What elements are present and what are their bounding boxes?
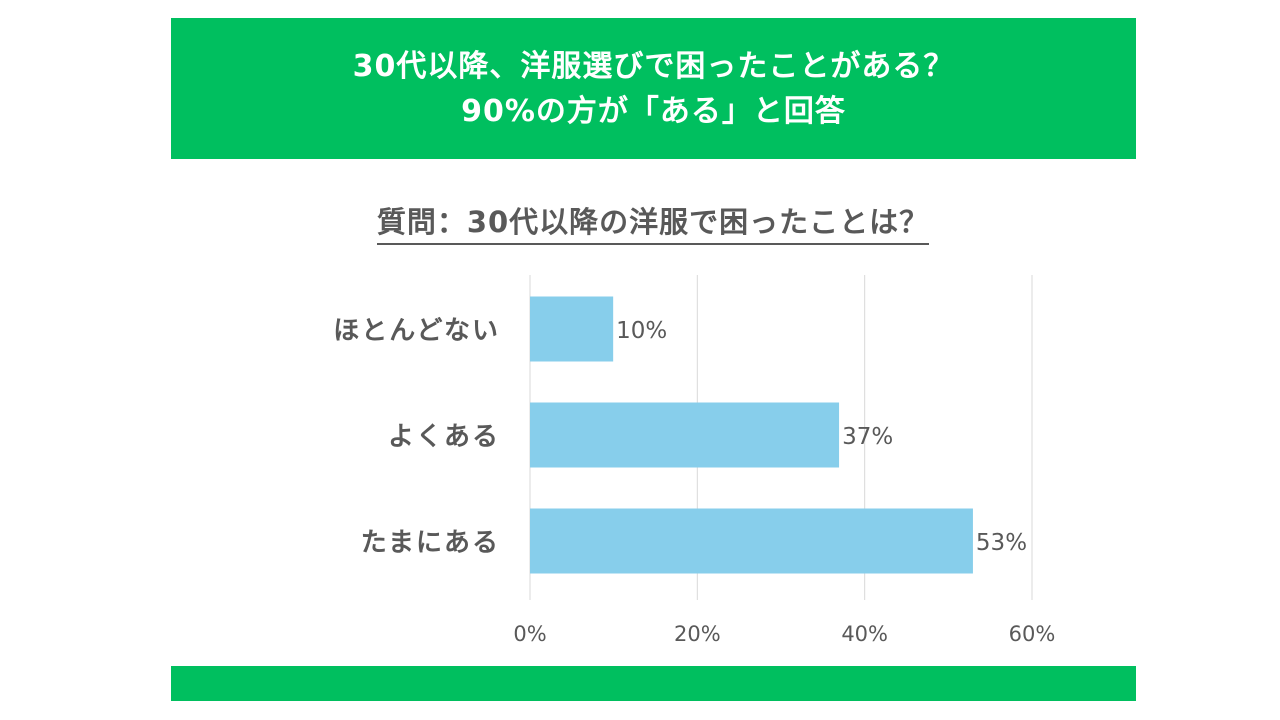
- x-tick-label: 20%: [674, 622, 721, 646]
- x-tick-label: 40%: [841, 622, 888, 646]
- category-label: よくある: [388, 422, 500, 452]
- category-label: ほとんどない: [333, 316, 500, 346]
- footer-bar: [171, 666, 1136, 701]
- bar: [530, 296, 614, 362]
- category-label: たまにある: [361, 528, 500, 558]
- chart-title-container: 質問：30代以降の洋服で困ったことは？: [0, 203, 1280, 245]
- x-tick-label: 0%: [513, 622, 546, 646]
- bar: [530, 508, 973, 574]
- header-banner: 30代以降、洋服選びで困ったことがある？ 90%の方が「ある」と回答: [171, 18, 1136, 159]
- chart-title: 質問：30代以降の洋服で困ったことは？: [376, 203, 930, 245]
- x-tick-label: 60%: [1009, 622, 1056, 646]
- header-line-1: 30代以降、洋服選びで困ったことがある？: [352, 48, 955, 84]
- header-line-2: 90%の方が「ある」と回答: [461, 93, 846, 129]
- data-label: 37%: [842, 424, 893, 450]
- bar: [530, 402, 840, 468]
- data-label: 10%: [616, 318, 667, 344]
- data-label: 53%: [976, 530, 1027, 556]
